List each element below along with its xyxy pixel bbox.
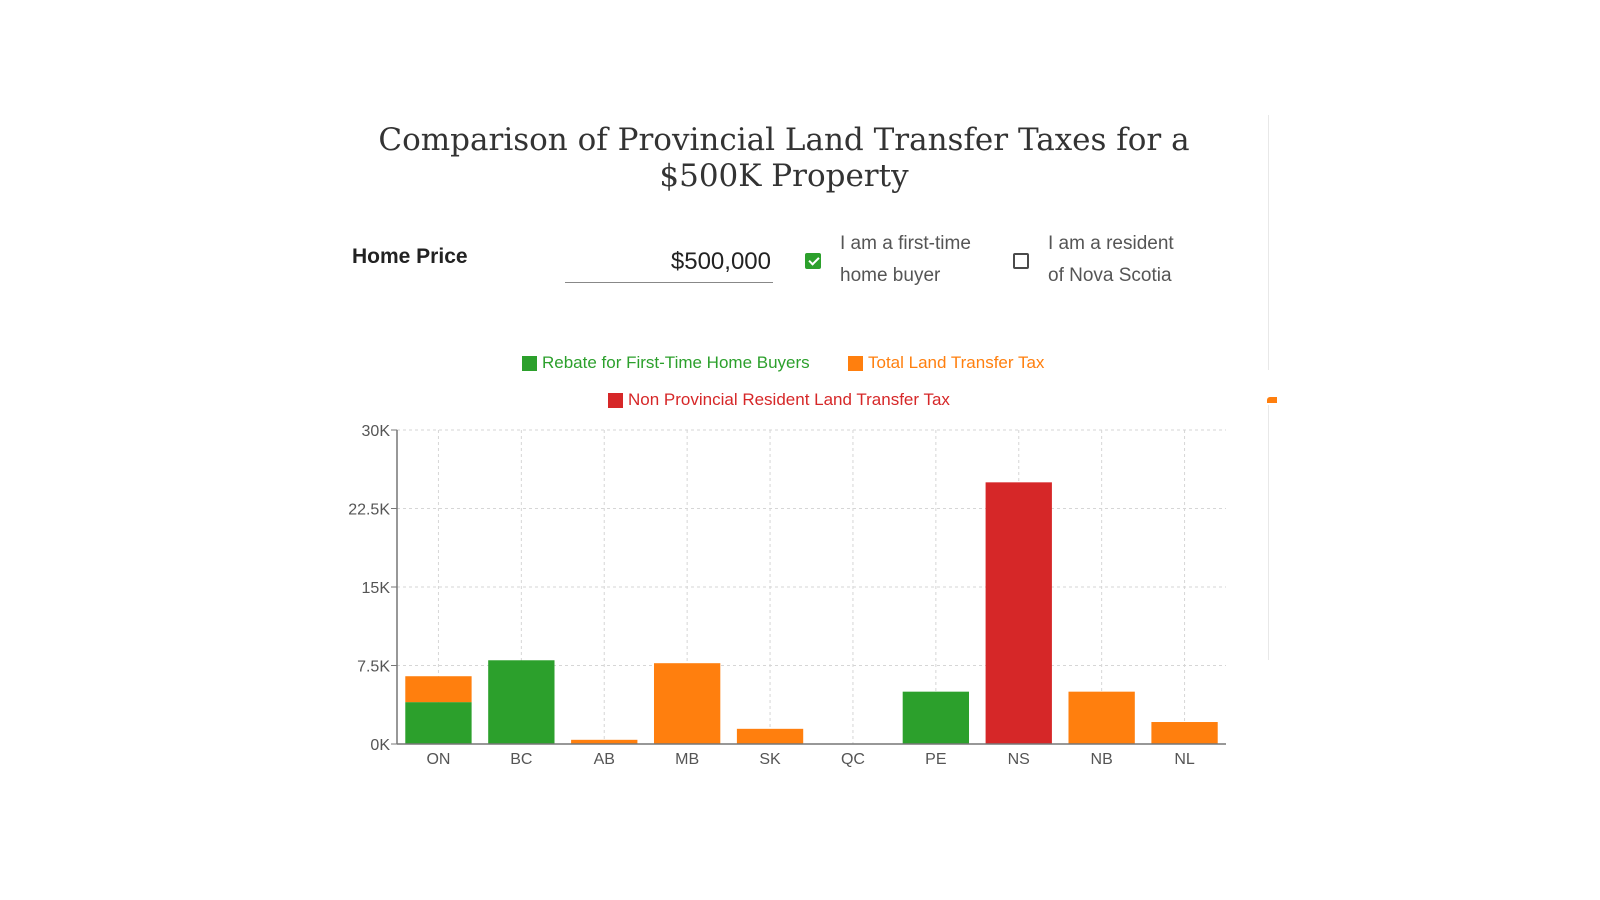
- legend-label-non-resident-tax: Non Provincial Resident Land Transfer Ta…: [628, 390, 950, 409]
- first-time-buyer-label-line2: home buyer: [840, 265, 941, 286]
- y-tick-label: 7.5K: [357, 659, 390, 676]
- x-tick-label: QC: [841, 751, 865, 768]
- legend-label-rebate: Rebate for First-Time Home Buyers: [542, 353, 810, 372]
- legend-item-rebate[interactable]: Rebate for First-Time Home Buyers: [522, 353, 810, 373]
- bar-on-series-0: [405, 702, 472, 744]
- bar-pe-series-0: [902, 691, 970, 744]
- bar-ab-series-1: [571, 739, 638, 744]
- side-panel-divider: [1268, 115, 1269, 370]
- home-price-input[interactable]: [565, 243, 773, 283]
- x-tick-label: SK: [759, 751, 781, 768]
- first-time-buyer-label: I am a first-time home buyer: [840, 228, 971, 292]
- y-tick-label: 30K: [362, 423, 391, 440]
- home-price-label: Home Price: [352, 245, 468, 268]
- x-tick-label: NL: [1174, 751, 1195, 768]
- side-panel-handle[interactable]: [1267, 397, 1277, 403]
- bar-bc-series-0: [488, 660, 555, 744]
- side-panel-divider-lower: [1268, 405, 1269, 660]
- bar-nl-series-1: [1151, 722, 1218, 744]
- chart-title: Comparison of Provincial Land Transfer T…: [0, 122, 1568, 194]
- legend-item-non-resident-tax[interactable]: Non Provincial Resident Land Transfer Ta…: [608, 390, 950, 410]
- bar-ns-series-2: [985, 482, 1052, 744]
- first-time-buyer-checkbox[interactable]: [805, 253, 821, 269]
- x-tick-label: ON: [426, 751, 450, 768]
- legend-label-total-tax: Total Land Transfer Tax: [868, 353, 1045, 372]
- ns-resident-label-line2: of Nova Scotia: [1048, 265, 1172, 286]
- bar-sk-series-1: [736, 728, 804, 744]
- ns-resident-label: I am a resident of Nova Scotia: [1048, 228, 1174, 292]
- legend-swatch-non-resident-tax: [608, 392, 623, 408]
- y-tick-label: 22.5K: [348, 502, 390, 519]
- bar-nb-series-1: [1068, 691, 1135, 744]
- bar-mb-series-1: [653, 663, 721, 744]
- x-tick-label: NB: [1091, 751, 1113, 768]
- chart-title-line2: $500K Property: [659, 158, 909, 194]
- y-tick-label: 0K: [370, 737, 390, 754]
- ns-resident-checkbox[interactable]: [1013, 253, 1029, 269]
- legend-swatch-rebate: [522, 355, 537, 371]
- ns-resident-label-line1: I am a resident: [1048, 233, 1174, 254]
- x-tick-label: NS: [1008, 751, 1030, 768]
- bar-on-series-1: [405, 676, 472, 703]
- x-tick-label: BC: [510, 751, 532, 768]
- y-tick-label: 15K: [362, 580, 391, 597]
- first-time-buyer-label-line1: I am a first-time: [840, 233, 971, 254]
- chart-title-line1: Comparison of Provincial Land Transfer T…: [378, 122, 1190, 158]
- legend-swatch-total-tax: [848, 355, 863, 371]
- x-tick-label: PE: [925, 751, 946, 768]
- x-tick-label: AB: [594, 751, 615, 768]
- x-tick-label: MB: [675, 751, 699, 768]
- legend-item-total-tax[interactable]: Total Land Transfer Tax: [848, 353, 1044, 373]
